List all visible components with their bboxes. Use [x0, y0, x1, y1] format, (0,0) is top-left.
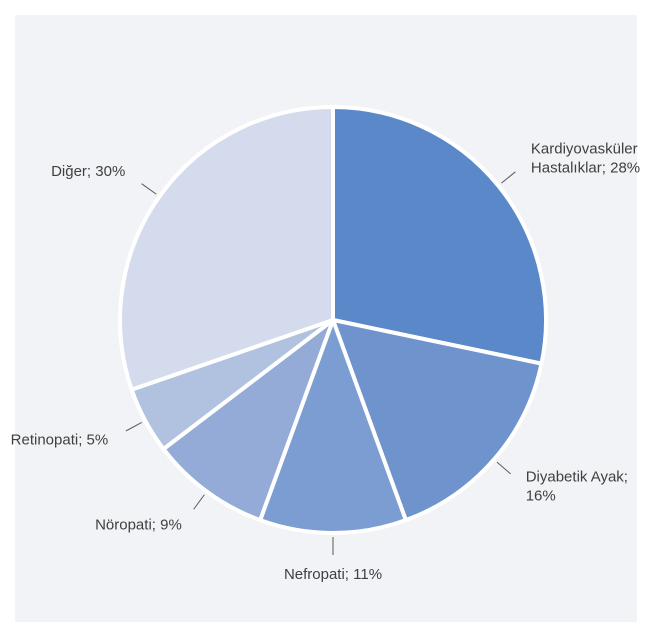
data-label: Kardiyovasküler Hastalıklar; 28%: [531, 141, 640, 177]
data-label: Diyabetik Ayak; 16%: [526, 468, 628, 504]
leader-line: [125, 422, 142, 432]
pie-slice: [331, 105, 548, 366]
pie-slice: [331, 318, 544, 523]
data-label: Nefropati; 11%: [284, 566, 382, 583]
data-label: Retinopati; 5%: [11, 431, 109, 448]
leader-line: [193, 494, 205, 510]
pie-slice: [118, 105, 335, 392]
data-label: Nöropati; 9%: [95, 516, 182, 533]
leader-line: [501, 171, 516, 184]
pie-slice: [161, 318, 335, 523]
data-label: Diğer; 30%: [51, 163, 125, 180]
leader-line: [141, 183, 157, 195]
pie-slice: [258, 318, 408, 535]
leader-line: [496, 461, 511, 475]
